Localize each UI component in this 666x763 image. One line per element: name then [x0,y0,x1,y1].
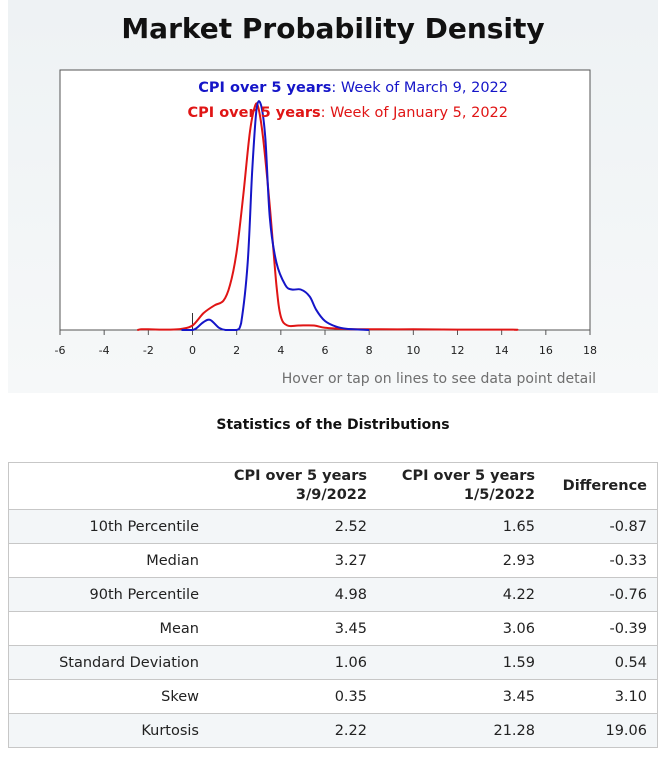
row-diff: -0.33 [545,543,658,578]
table-row: Median 3.27 2.93 -0.33 [8,543,658,578]
x-tick-label: 16 [539,344,553,357]
x-tick-label: 12 [451,344,465,357]
x-tick-label: -6 [55,344,66,357]
density-chart[interactable]: -6 -4 -2 0 2 4 6 8 10 12 14 16 18 CPI over 5 years: … [0,0,666,400]
row-diff: -0.39 [545,611,658,646]
row-value-a: 1.06 [209,645,377,680]
row-value-b: 1.59 [377,645,545,680]
row-value-a: 3.27 [209,543,377,578]
row-value-a: 4.98 [209,577,377,612]
table-row: Kurtosis 2.22 21.28 19.06 [8,713,658,748]
table-row: Standard Deviation 1.06 1.59 0.54 [8,645,658,680]
row-value-b: 21.28 [377,713,545,748]
table-header-row: CPI over 5 years 3/9/2022 CPI over 5 year… [8,462,658,510]
table-row: 10th Percentile 2.52 1.65 -0.87 [8,509,658,544]
x-tick-label: 2 [233,344,240,357]
stats-table: CPI over 5 years 3/9/2022 CPI over 5 year… [8,462,658,748]
hover-note: Hover or tap on lines to see data point … [281,371,596,387]
row-value-a: 2.52 [209,509,377,544]
header-cpi-0105: CPI over 5 years 1/5/2022 [377,462,545,510]
row-diff: 3.10 [545,679,658,714]
header-label-cell [8,462,209,510]
row-value-b: 1.65 [377,509,545,544]
row-value-b: 3.45 [377,679,545,714]
x-tick-label: 0 [189,344,196,357]
row-value-a: 0.35 [209,679,377,714]
row-label: Mean [8,611,209,646]
row-value-b: 4.22 [377,577,545,612]
header-cpi-0309: CPI over 5 years 3/9/2022 [209,462,377,510]
table-row: Mean 3.45 3.06 -0.39 [8,611,658,646]
row-label: Kurtosis [8,713,209,748]
row-label: Skew [8,679,209,714]
x-tick-label: 18 [583,344,597,357]
x-tick-label: -2 [143,344,154,357]
row-diff: 19.06 [545,713,658,748]
header-difference: Difference [545,462,658,510]
row-diff: -0.76 [545,577,658,612]
x-tick-label: 6 [322,344,329,357]
row-label: Standard Deviation [8,645,209,680]
chart-title: Market Probability Density [121,12,545,45]
series-line-mar-9[interactable] [181,100,370,331]
row-value-b: 3.06 [377,611,545,646]
x-tick-label: 4 [277,344,284,357]
row-label: Median [8,543,209,578]
row-diff: -0.87 [545,509,658,544]
table-row: Skew 0.35 3.45 3.10 [8,679,658,714]
row-value-a: 3.45 [209,611,377,646]
row-diff: 0.54 [545,645,658,680]
x-tick-label: -4 [99,344,110,357]
x-tick-label: 10 [406,344,420,357]
row-value-a: 2.22 [209,713,377,748]
row-label: 90th Percentile [8,577,209,612]
table-row: 90th Percentile 4.98 4.22 -0.76 [8,577,658,612]
x-tick-label: 8 [366,344,373,357]
legend-entry: CPI over 5 years: Week of March 9, 2022 [198,80,508,96]
x-tick-label: 14 [495,344,509,357]
plot-area [59,69,591,331]
row-value-b: 2.93 [377,543,545,578]
stats-title: Statistics of the Distributions [216,417,450,433]
legend-entry: CPI over 5 years: Week of January 5, 202… [188,105,509,121]
row-label: 10th Percentile [8,509,209,544]
